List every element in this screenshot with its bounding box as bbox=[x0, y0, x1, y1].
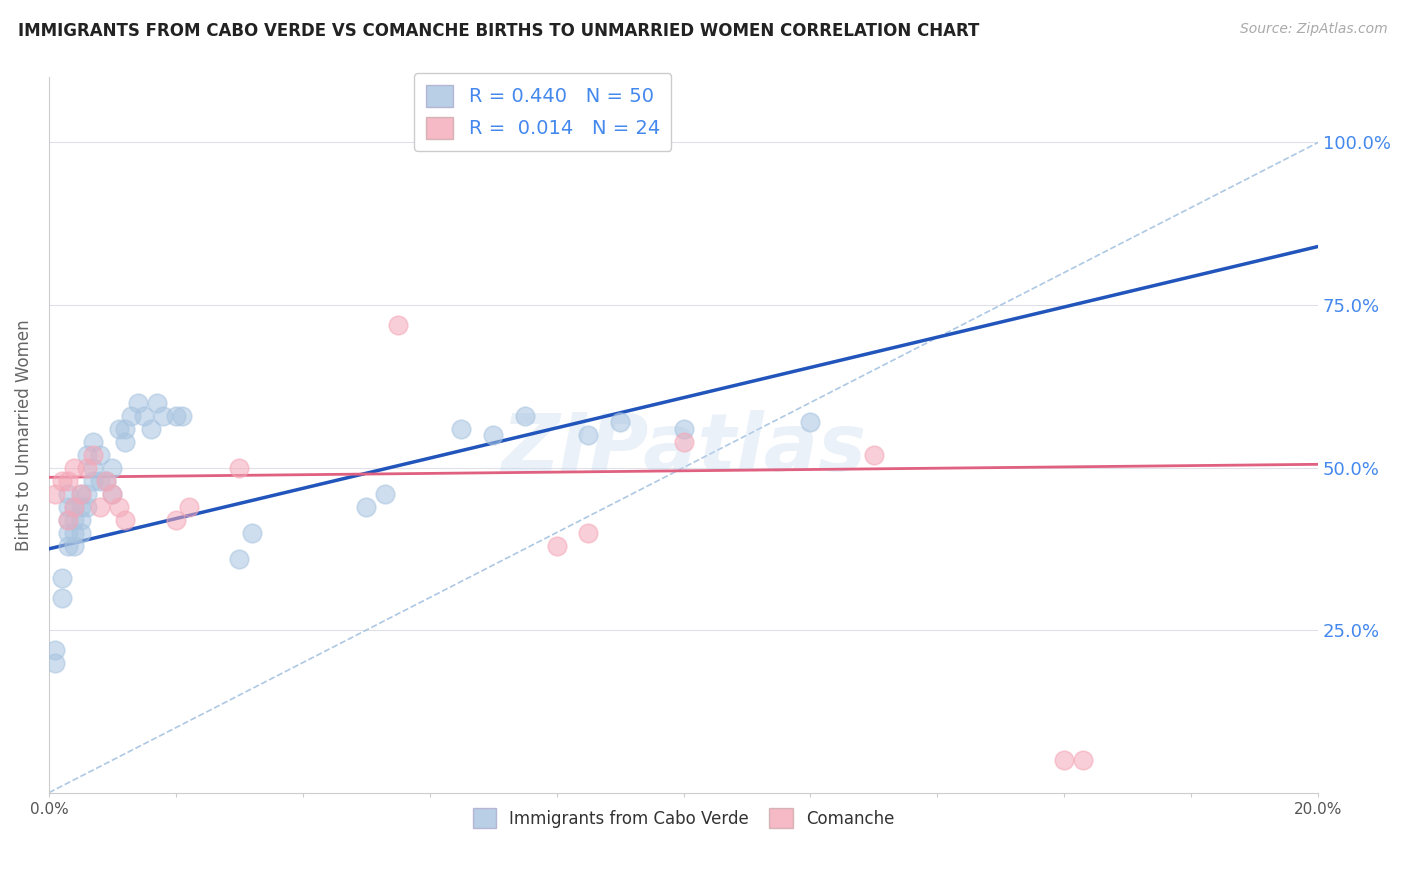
Point bbox=[165, 409, 187, 423]
Text: IMMIGRANTS FROM CABO VERDE VS COMANCHE BIRTHS TO UNMARRIED WOMEN CORRELATION CHA: IMMIGRANTS FROM CABO VERDE VS COMANCHE B… bbox=[18, 22, 980, 40]
Point bbox=[82, 474, 104, 488]
Point bbox=[374, 486, 396, 500]
Point bbox=[56, 512, 79, 526]
Point bbox=[576, 525, 599, 540]
Point bbox=[89, 448, 111, 462]
Point bbox=[89, 474, 111, 488]
Point bbox=[63, 539, 86, 553]
Point bbox=[56, 525, 79, 540]
Point bbox=[139, 421, 162, 435]
Point bbox=[1053, 753, 1076, 767]
Point bbox=[76, 448, 98, 462]
Point bbox=[69, 486, 91, 500]
Point bbox=[51, 474, 73, 488]
Text: Source: ZipAtlas.com: Source: ZipAtlas.com bbox=[1240, 22, 1388, 37]
Point bbox=[152, 409, 174, 423]
Point bbox=[513, 409, 536, 423]
Point bbox=[576, 428, 599, 442]
Point bbox=[44, 486, 66, 500]
Point bbox=[482, 428, 505, 442]
Point bbox=[450, 421, 472, 435]
Point bbox=[94, 474, 117, 488]
Point bbox=[146, 395, 169, 409]
Point bbox=[101, 460, 124, 475]
Point bbox=[69, 512, 91, 526]
Point bbox=[69, 500, 91, 514]
Point bbox=[63, 460, 86, 475]
Point bbox=[63, 512, 86, 526]
Point bbox=[172, 409, 194, 423]
Point bbox=[127, 395, 149, 409]
Point bbox=[609, 415, 631, 429]
Legend: Immigrants from Cabo Verde, Comanche: Immigrants from Cabo Verde, Comanche bbox=[467, 802, 901, 834]
Point bbox=[69, 525, 91, 540]
Point bbox=[76, 500, 98, 514]
Point bbox=[546, 539, 568, 553]
Point bbox=[1073, 753, 1095, 767]
Point bbox=[107, 500, 129, 514]
Point bbox=[44, 656, 66, 670]
Point bbox=[114, 434, 136, 449]
Point bbox=[672, 421, 695, 435]
Point bbox=[165, 512, 187, 526]
Point bbox=[76, 486, 98, 500]
Point bbox=[44, 642, 66, 657]
Point bbox=[387, 318, 409, 332]
Text: ZIPatlas: ZIPatlas bbox=[501, 410, 866, 488]
Point bbox=[134, 409, 156, 423]
Point bbox=[101, 486, 124, 500]
Point bbox=[177, 500, 200, 514]
Point bbox=[107, 421, 129, 435]
Point bbox=[69, 486, 91, 500]
Point bbox=[56, 539, 79, 553]
Point bbox=[82, 448, 104, 462]
Point bbox=[56, 512, 79, 526]
Point bbox=[114, 421, 136, 435]
Point bbox=[63, 525, 86, 540]
Point bbox=[240, 525, 263, 540]
Point bbox=[56, 486, 79, 500]
Point bbox=[82, 434, 104, 449]
Point bbox=[76, 460, 98, 475]
Point bbox=[51, 571, 73, 585]
Point bbox=[89, 500, 111, 514]
Point bbox=[51, 591, 73, 605]
Point bbox=[228, 551, 250, 566]
Point bbox=[63, 500, 86, 514]
Point bbox=[101, 486, 124, 500]
Point bbox=[94, 474, 117, 488]
Point bbox=[63, 500, 86, 514]
Point bbox=[82, 460, 104, 475]
Point bbox=[672, 434, 695, 449]
Point bbox=[799, 415, 821, 429]
Y-axis label: Births to Unmarried Women: Births to Unmarried Women bbox=[15, 319, 32, 551]
Point bbox=[863, 448, 886, 462]
Point bbox=[121, 409, 143, 423]
Point bbox=[56, 474, 79, 488]
Point bbox=[356, 500, 378, 514]
Point bbox=[56, 500, 79, 514]
Point bbox=[228, 460, 250, 475]
Point bbox=[114, 512, 136, 526]
